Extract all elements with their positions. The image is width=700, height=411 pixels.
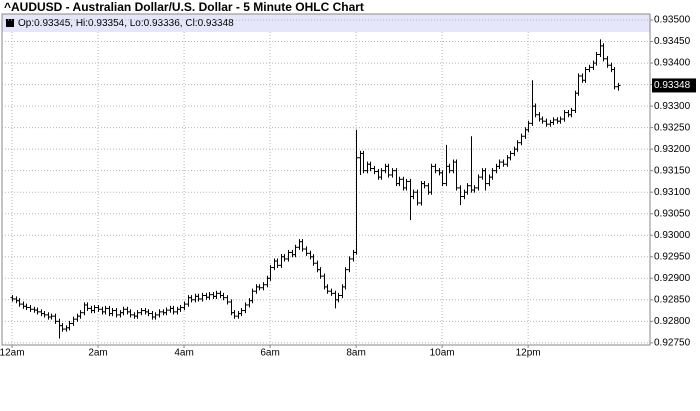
x-tick-label: 10am: [430, 348, 455, 359]
x-tick-label: 6am: [260, 348, 279, 359]
x-tick-label: 12pm: [516, 348, 541, 359]
y-tick-label: 0.93050: [654, 208, 691, 219]
x-tick-label: 2am: [88, 348, 107, 359]
legend-text: Op:0.93345, Hi:0.93354, Lo:0.93336, Cl:0…: [18, 18, 234, 29]
y-tick-label: 0.93000: [654, 230, 691, 241]
y-tick-label: 0.93150: [654, 165, 691, 176]
y-tick-label: 0.92950: [654, 251, 691, 262]
legend-band: [2, 14, 650, 32]
y-tick-label: 0.92800: [654, 316, 691, 327]
y-tick-label: 0.92900: [654, 273, 691, 284]
y-tick-label: 0.93450: [654, 36, 691, 47]
y-tick-label: 0.93500: [654, 15, 691, 26]
chart-title: ^AUDUSD - Australian Dollar/U.S. Dollar …: [4, 0, 364, 14]
y-tick-label: 0.93300: [654, 101, 691, 112]
y-tick-label: 0.92850: [654, 294, 691, 305]
y-tick-label: 0.93250: [654, 122, 691, 133]
y-tick-label: 0.92750: [654, 337, 691, 348]
x-tick-label: 4am: [174, 348, 193, 359]
y-tick-label: 0.93400: [654, 58, 691, 69]
last-price-label: 0.93348: [654, 80, 691, 91]
x-tick-label: 12am: [0, 348, 25, 359]
plot-frame: [1, 13, 651, 346]
y-tick-label: 0.93200: [654, 144, 691, 155]
legend-swatch: [6, 19, 14, 27]
last-price-box: [652, 78, 696, 93]
y-tick-label: 0.93100: [654, 187, 691, 198]
x-tick-label: 8am: [346, 348, 365, 359]
